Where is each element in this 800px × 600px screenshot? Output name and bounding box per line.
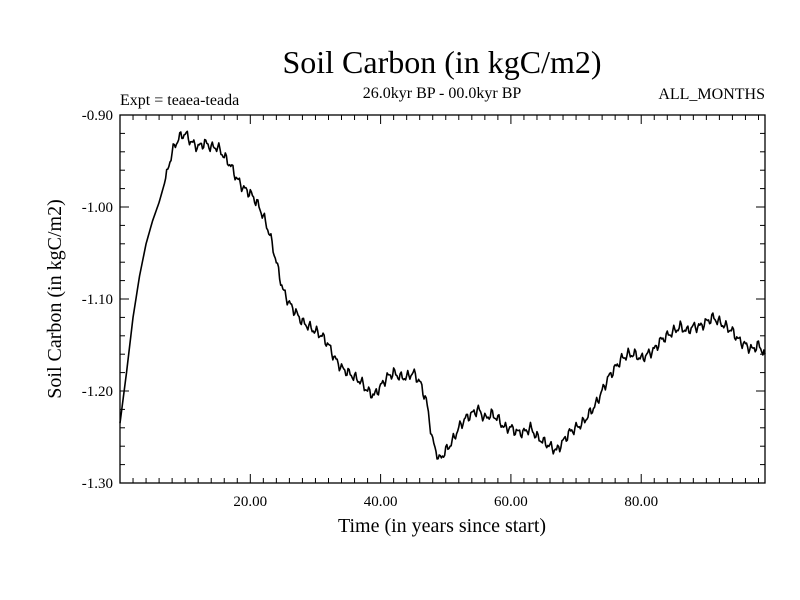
x-axis-label: Time (in years since start)	[338, 515, 546, 537]
x-tick-label: 60.00	[494, 494, 528, 510]
axis-ticks	[120, 115, 765, 483]
y-tick-label: -1.30	[82, 476, 113, 492]
months-label: ALL_MONTHS	[658, 86, 765, 103]
axis-tick-labels: 20.00 40.00 60.00 80.00 -0.90 -1.00 -1.10 -1.20…	[82, 108, 658, 510]
chart-title: Soil Carbon (in kgC/m2)	[282, 44, 601, 80]
chart-subtitle: 26.0kyr BP - 00.0kyr BP	[363, 85, 522, 102]
plot-frame	[119, 114, 766, 484]
y-tick-label: -1.20	[82, 384, 113, 400]
y-tick-label: -0.90	[82, 108, 113, 124]
y-tick-label: -1.10	[82, 292, 113, 308]
x-tick-label: 40.00	[364, 494, 398, 510]
y-tick-label: -1.00	[82, 200, 113, 216]
y-axis-label: Soil Carbon (in kgC/m2)	[44, 199, 66, 398]
experiment-label: Expt = teaea-teada	[120, 92, 239, 109]
x-tick-label: 80.00	[624, 494, 658, 510]
x-tick-label: 20.00	[233, 494, 267, 510]
series-line-soil-carbon	[119, 130, 766, 460]
